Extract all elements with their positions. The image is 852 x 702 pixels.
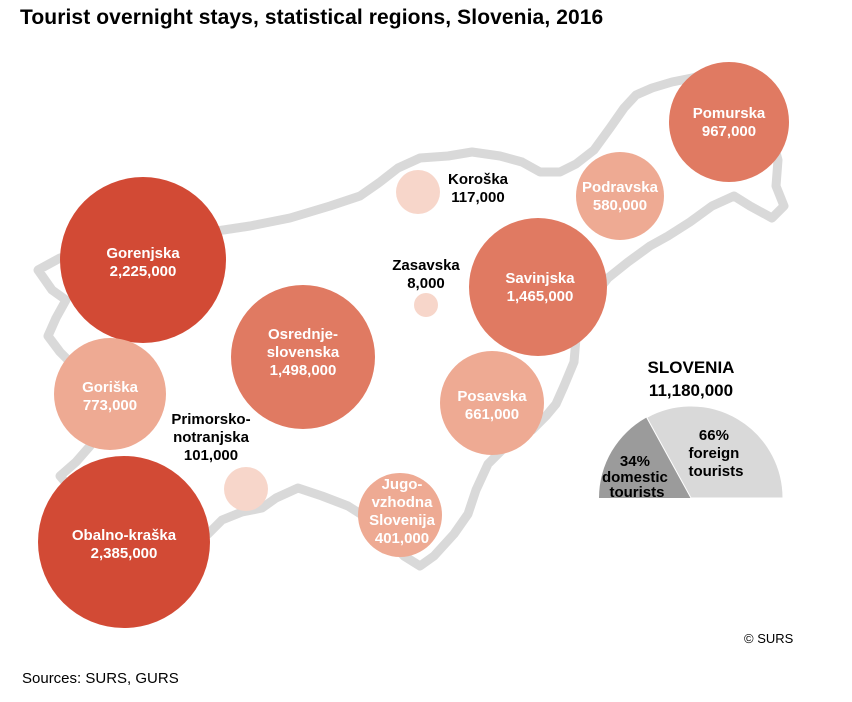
region-name-line: Podravska — [582, 179, 659, 196]
region-value: 117,000 — [451, 189, 504, 206]
region-label-primorsko-notranjska: Primorsko-notranjska 101,000 — [171, 411, 250, 464]
region-value: 967,000 — [702, 123, 756, 140]
region-bubble-podravska — [576, 152, 664, 240]
domestic-segment — [599, 417, 691, 498]
foreign-segment — [646, 405, 784, 499]
region-primorsko-notranjska: Primorsko-notranjska 101,000 — [171, 411, 268, 511]
region-bubble-koroska — [396, 170, 440, 214]
region-name-line: Zasavska — [392, 257, 460, 274]
region-name-line: Goriška — [82, 379, 139, 396]
region-label-gorenjska: Gorenjska 2,225,000 — [106, 245, 180, 280]
region-bubble-obalno-kraska — [38, 456, 210, 628]
region-obalno-kraska: Obalno-kraška 2,385,000 — [38, 456, 210, 628]
region-value: 8,000 — [407, 275, 445, 292]
region-value: 773,000 — [83, 397, 137, 414]
region-bubble-posavska — [440, 351, 544, 455]
region-value: 2,225,000 — [110, 263, 177, 280]
region-value: 661,000 — [465, 406, 519, 423]
region-label-savinjska: Savinjska 1,465,000 — [505, 270, 575, 305]
domestic-tourists-word: tourists — [609, 484, 664, 501]
region-bubbles: Gorenjska 2,225,000 Obalno-kraška 2,385,000… — [38, 62, 789, 628]
domestic-word: domestic — [602, 469, 668, 486]
region-value: 580,000 — [593, 197, 647, 214]
region-goriska: Goriška 773,000 — [54, 338, 166, 450]
region-pomurska: Pomurska 967,000 — [669, 62, 789, 182]
region-gorenjska: Gorenjska 2,225,000 — [60, 177, 226, 343]
region-value: 401,000 — [375, 530, 429, 547]
region-value: 1,465,000 — [507, 288, 574, 305]
region-label-podravska: Podravska 580,000 — [582, 179, 659, 214]
region-name-line: Pomurska — [693, 105, 766, 122]
region-bubble-jugovzhodna-slovenija — [358, 473, 442, 557]
region-label-obalno-kraska: Obalno-kraška 2,385,000 — [72, 527, 177, 562]
region-value: 2,385,000 — [91, 545, 158, 562]
region-bubble-savinjska — [469, 218, 607, 356]
map-title: Tourist overnight stays, statistical reg… — [20, 6, 604, 29]
region-label-koroska: Koroška 117,000 — [448, 171, 509, 206]
region-label-pomurska: Pomurska 967,000 — [693, 105, 766, 140]
domestic-percent: 34% — [620, 453, 650, 470]
region-savinjska: Savinjska 1,465,000 — [469, 218, 607, 356]
region-bubble-osrednjeslovenska — [231, 285, 375, 429]
region-label-zasavska: Zasavska 8,000 — [392, 257, 460, 292]
region-posavska: Posavska 661,000 — [440, 351, 544, 455]
region-value: 1,498,000 — [270, 362, 337, 379]
region-name-line: Jugo- — [382, 476, 423, 493]
sources-note: Sources: SURS, GURS — [22, 670, 179, 687]
region-name-line: notranjska — [173, 429, 250, 446]
region-name-line: Primorsko- — [171, 411, 250, 428]
foreign-percent: 66% — [699, 427, 729, 444]
region-bubble-gorenjska — [60, 177, 226, 343]
region-bubble-primorsko-notranjska — [224, 467, 268, 511]
pie-total: 11,180,000 — [649, 381, 733, 400]
copyright-note: © SURS — [744, 631, 794, 646]
region-podravska: Podravska 580,000 — [576, 152, 664, 240]
region-name-line: Slovenija — [369, 512, 436, 529]
foreign-label: 66% foreign tourists — [688, 427, 743, 480]
region-bubble-pomurska — [669, 62, 789, 182]
pie-title: SLOVENIA — [648, 358, 735, 377]
region-jugovzhodna-slovenija: Jugo-vzhodna Slovenija 401,000 — [358, 473, 442, 557]
region-zasavska: Zasavska 8,000 — [392, 257, 460, 317]
region-bubble-goriska — [54, 338, 166, 450]
region-name-line: slovenska — [267, 344, 340, 361]
region-label-osrednjeslovenska: Osrednje-slovenska 1,498,000 — [267, 326, 340, 379]
region-name-line: Gorenjska — [106, 245, 180, 262]
domestic-label: 34% domestic tourists — [602, 453, 672, 501]
region-name-line: vzhodna — [372, 494, 433, 511]
region-name-line: Osrednje- — [268, 326, 338, 343]
foreign-tourists-word: tourists — [688, 463, 743, 480]
region-label-jugovzhodna-slovenija: Jugo-vzhodna Slovenija 401,000 — [369, 476, 436, 547]
region-name-line: Koroška — [448, 171, 509, 188]
region-value: 101,000 — [184, 447, 238, 464]
foreign-word: foreign — [688, 445, 739, 462]
region-name-line: Posavska — [457, 388, 527, 405]
region-label-goriska: Goriška 773,000 — [82, 379, 139, 414]
region-name-line: Savinjska — [505, 270, 575, 287]
region-osrednjeslovenska: Osrednje-slovenska 1,498,000 — [231, 285, 375, 429]
region-koroska: Koroška 117,000 — [396, 170, 509, 214]
slovenia-total-chart: SLOVENIA 11,180,000 34% domestic tourist… — [599, 358, 784, 501]
region-label-posavska: Posavska 661,000 — [457, 388, 527, 423]
region-name-line: Obalno-kraška — [72, 527, 177, 544]
region-bubble-zasavska — [414, 293, 438, 317]
